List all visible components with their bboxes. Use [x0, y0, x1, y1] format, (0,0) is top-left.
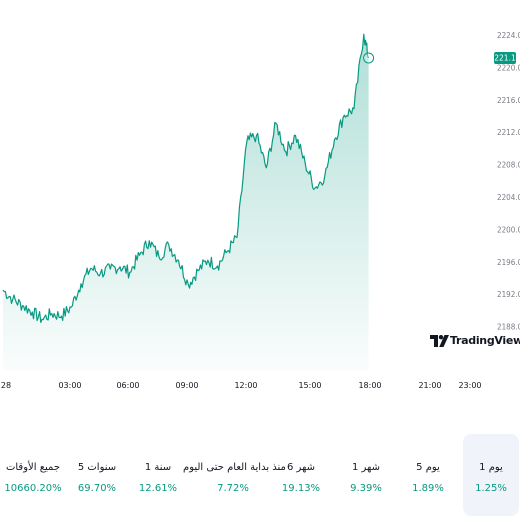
period-label: 5 يوم	[416, 462, 440, 473]
period-change: 10660.20%	[4, 483, 62, 494]
period-label: 1 يوم	[479, 462, 503, 473]
x-tick-label: 28	[1, 381, 11, 390]
period-change: 1.89%	[412, 483, 444, 494]
x-tick-label: 06:00	[116, 381, 139, 390]
y-tick-label: 2204.00	[497, 193, 520, 202]
period-label: 1 سنة	[144, 462, 172, 473]
price-chart[interactable]: 2224.00 2220.00 2216.00 2212.00 2208.00 2204.…	[0, 0, 520, 420]
period-tab[interactable]: 6 شهر 19.13%	[276, 434, 326, 516]
period-selector: 1 يوم 1.25% 5 يوم 1.89% 1 شهر 9.39% 6 شهر 19.13…	[0, 430, 520, 520]
x-tick-label: 12:00	[234, 381, 257, 390]
period-tab[interactable]: 1 يوم 1.25%	[463, 434, 519, 516]
tradingview-logo: TradingView	[430, 334, 520, 347]
y-tick-label: 2220.00	[497, 63, 520, 72]
period-tab[interactable]: 1 شهر 9.39%	[341, 434, 391, 516]
period-tab[interactable]: منذ بداية العام حتى اليوم 7.72%	[183, 434, 286, 516]
period-change: 7.72%	[217, 483, 249, 494]
y-tick-label: 2216.00	[497, 96, 520, 105]
x-tick-label: 23:00	[458, 381, 481, 390]
period-change: 12.61%	[138, 483, 178, 494]
y-tick-label: 2208.00	[497, 161, 520, 170]
last-price-marker	[363, 52, 375, 64]
y-axis: 2224.00 2220.00 2216.00 2212.00 2208.00 2204.…	[497, 31, 520, 332]
x-tick-label: 03:00	[58, 381, 81, 390]
period-change: 69.70%	[77, 483, 117, 494]
period-label: جميع الأوقات	[5, 462, 61, 473]
y-tick-label: 2196.00	[497, 258, 520, 267]
y-tick-label: 2200.00	[497, 225, 520, 234]
tradingview-wordmark: TradingView	[450, 334, 520, 347]
period-change: 19.13%	[281, 483, 321, 494]
period-tab[interactable]: 1 سنة 12.61%	[133, 434, 183, 516]
period-label: منذ بداية العام حتى اليوم	[183, 462, 286, 473]
x-tick-label: 18:00	[358, 381, 381, 390]
period-label: 6 شهر	[286, 462, 316, 473]
price-line	[2, 33, 370, 323]
period-label: 1 شهر	[351, 462, 381, 473]
last-price-badge: 2221.16	[489, 52, 520, 64]
y-tick-label: 2188.00	[497, 323, 520, 332]
x-tick-label: 21:00	[418, 381, 441, 390]
x-axis: 28 03:00 06:00 09:00 12:00 15:00 18:00 21:00 23:…	[1, 381, 482, 390]
period-tab[interactable]: 5 يوم 1.89%	[403, 434, 453, 516]
period-label: 5 سنوات	[77, 462, 117, 473]
tradingview-logo-icon	[430, 334, 449, 347]
period-tab[interactable]: جميع الأوقات 10660.20%	[3, 434, 63, 516]
period-change: 1.25%	[475, 483, 507, 494]
x-tick-label: 09:00	[175, 381, 198, 390]
period-change: 9.39%	[350, 483, 382, 494]
period-tab[interactable]: 5 سنوات 69.70%	[69, 434, 125, 516]
price-area-fill	[3, 34, 369, 370]
y-tick-label: 2192.00	[497, 290, 520, 299]
x-tick-label: 15:00	[298, 381, 321, 390]
last-price-label: 2221.16	[489, 54, 520, 63]
y-tick-label: 2212.00	[497, 128, 520, 137]
y-tick-label: 2224.00	[497, 31, 520, 40]
